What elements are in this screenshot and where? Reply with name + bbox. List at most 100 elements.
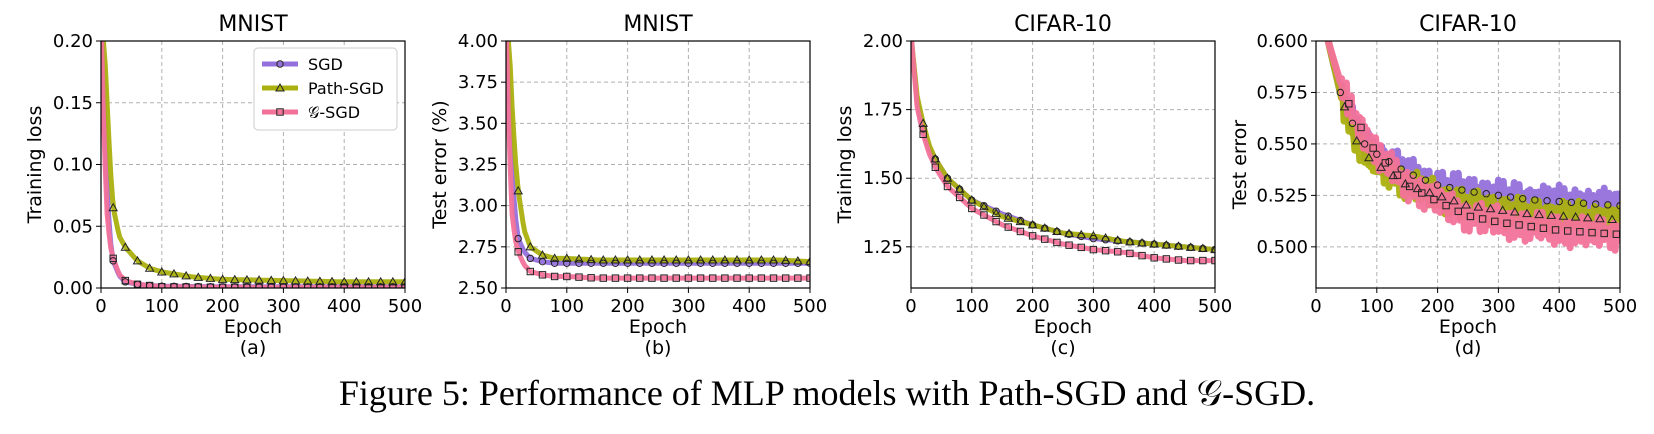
path-sgd-marker: [1509, 206, 1520, 216]
path-sgd-marker: [1076, 229, 1087, 239]
path-sgd-marker: [1015, 216, 1026, 226]
path-sgd-marker: [181, 270, 191, 280]
g-sgd-marker: [696, 274, 705, 282]
x-tick-label: 100: [145, 296, 179, 317]
sgd-marker: [526, 254, 535, 263]
g-sgd-marker: [1454, 207, 1462, 216]
path-sgd-marker: [169, 268, 179, 278]
g-sgd-marker: [1357, 123, 1365, 132]
g-sgd-marker: [1186, 256, 1195, 265]
g-sgd-marker: [1369, 144, 1377, 152]
marker-group: [513, 185, 810, 282]
path-sgd-marker: [647, 254, 657, 264]
g-sgd-marker: [1551, 226, 1560, 234]
x-tick-label: 300: [1076, 296, 1110, 317]
y-axis-label: Test error: [1229, 120, 1251, 211]
path-sgd-marker: [1112, 235, 1123, 244]
path-sgd-marker: [1052, 226, 1062, 235]
path-sgd-marker: [1595, 213, 1605, 223]
y-axis-label: Training loss: [834, 106, 856, 225]
y-tick-label: 0.10: [53, 155, 93, 176]
path-sgd-marker: [1197, 243, 1208, 252]
g-sgd-marker: [1600, 229, 1608, 238]
path-sgd-marker: [266, 275, 277, 284]
sgd-marker: [1470, 188, 1478, 196]
path-sgd-marker: [537, 250, 548, 259]
g-sgd-marker: [182, 283, 190, 288]
path-sgd-marker: [1100, 233, 1111, 242]
g-sgd-marker: [340, 283, 348, 288]
sgd-marker: [1555, 197, 1563, 206]
chart-panel-1: 0 100 200 300 400 500 0.00 0.05 0.10 0.15 0.20 MNIS…: [24, 12, 422, 359]
x-tick-label: 400: [1542, 296, 1576, 317]
g-sgd-marker: [992, 217, 1000, 226]
y-tick-label: 0.00: [53, 278, 93, 299]
subfigure-label: (b): [645, 337, 672, 359]
g-sgd-marker: [121, 276, 130, 285]
series-line-sgd: [506, 41, 810, 281]
chart-panel-4: 0 100 200 300 400 500 0.500 0.525 0.550 0.575 0.60…: [1229, 12, 1637, 359]
path-sgd-marker: [954, 184, 965, 193]
path-sgd-marker: [1173, 241, 1184, 250]
g-sgd-marker: [611, 274, 620, 282]
path-sgd-marker: [525, 241, 536, 251]
path-sgd-marker: [918, 118, 929, 127]
path-sgd-marker: [792, 255, 803, 265]
path-sgd-marker: [1412, 183, 1423, 193]
g-sgd-marker: [376, 283, 385, 288]
g-sgd-marker: [1016, 227, 1025, 236]
g-sgd-marker: [1442, 201, 1450, 210]
g-sgd-marker: [660, 274, 668, 282]
path-sgd-marker: [132, 255, 143, 265]
path-sgd-marker: [242, 274, 252, 284]
path-sgd-marker: [375, 276, 386, 286]
sgd-marker: [1616, 201, 1620, 210]
sgd-marker: [1433, 181, 1442, 189]
figure-caption: Figure 5: Performance of MLP models with…: [338, 373, 1316, 413]
chart-panel-3: 0 100 200 300 400 500 1.25 1.50 1.75 2.00 CIFAR-10…: [834, 12, 1232, 359]
y-tick-label: 0.525: [1256, 185, 1308, 206]
x-axis-label: Epoch: [224, 316, 282, 338]
g-sgd-marker: [636, 274, 644, 282]
g-sgd-marker: [1126, 249, 1134, 258]
g-sgd-marker: [563, 272, 571, 281]
g-sgd-marker: [684, 274, 693, 282]
g-sgd-marker: [352, 283, 361, 288]
x-tick-label: 400: [1137, 296, 1171, 317]
x-tick-label: 300: [1481, 296, 1515, 317]
path-sgd-marker: [966, 195, 977, 204]
g-sgd-marker: [550, 272, 559, 281]
path-sgd-marker: [1522, 208, 1532, 218]
path-sgd-marker: [363, 276, 374, 286]
path-sgd-marker: [339, 276, 350, 286]
marker-group: [918, 118, 1215, 265]
y-tick-label: 0.20: [53, 31, 93, 52]
y-tick-label: 1.75: [863, 100, 903, 121]
sgd-marker: [276, 60, 284, 68]
sgd-marker: [1114, 237, 1122, 245]
x-tick-label: 100: [1360, 296, 1394, 317]
x-tick-label: 300: [266, 296, 300, 317]
sgd-marker: [1567, 198, 1576, 207]
path-sgd-marker: [561, 253, 572, 262]
y-tick-label: 0.05: [53, 216, 93, 237]
series-line-sgd: [506, 41, 810, 266]
g-sgd-marker: [968, 204, 976, 213]
path-sgd-marker: [400, 276, 405, 286]
g-sgd-marker: [1418, 189, 1426, 197]
x-axis-label: Epoch: [629, 316, 687, 338]
g-sgd-marker: [1564, 227, 1572, 235]
chart-title: MNIST: [218, 12, 288, 37]
marker-group: [1336, 88, 1620, 238]
path-sgd-marker: [1607, 214, 1617, 224]
g-sgd-marker: [648, 274, 656, 282]
y-tick-label: 1.25: [863, 237, 903, 258]
g-sgd-marker: [919, 130, 927, 139]
sgd-marker: [587, 259, 595, 267]
path-sgd-marker: [1497, 205, 1508, 214]
g-sgd-marker: [1393, 171, 1402, 179]
g-sgd-marker: [781, 274, 790, 282]
g-sgd-marker: [304, 283, 312, 288]
x-tick-label: 500: [388, 296, 422, 317]
